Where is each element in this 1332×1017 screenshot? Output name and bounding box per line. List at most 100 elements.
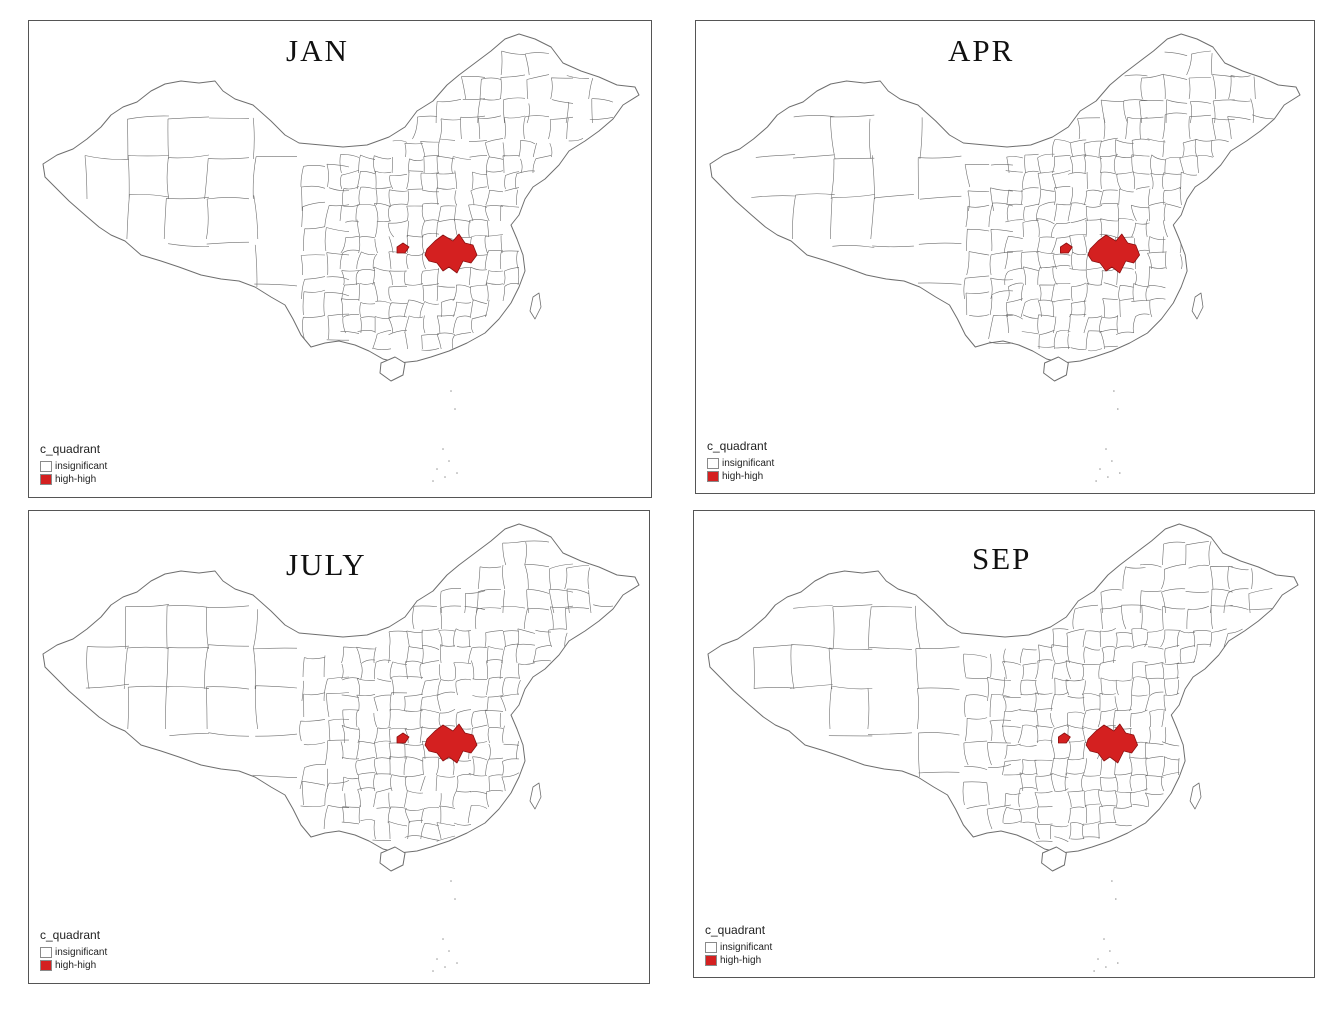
south-sea-islands [1093,880,1119,972]
high-high-cluster [424,723,478,764]
island-dot [432,480,434,482]
island-dot [1111,460,1113,462]
island-dot [1115,898,1117,900]
island-dot [456,472,458,474]
admin-boundaries [84,50,614,351]
legend-swatch-insignificant [40,461,52,472]
boundary-lines [84,50,614,351]
boundary-lines [753,541,1273,842]
legend-label: high-high [55,960,97,971]
legend-item-insignificant: insignificant [705,941,772,954]
map-legend: c_quadrant insignificant high-high [707,439,774,483]
island-dot [1113,390,1115,392]
high-high-cluster [1085,723,1138,764]
island-dot [1111,880,1113,882]
south-sea-islands [432,390,458,482]
legend-label: high-high [722,471,764,482]
south-sea-islands [432,880,458,972]
legend-item-high-high: high-high [705,954,772,967]
legend-item-insignificant: insignificant [40,460,107,473]
legend-title: c_quadrant [40,442,101,456]
panel-title: JULY [286,547,367,582]
map-panel-sep: SEP c_quadrant insignificant high-high [693,510,1315,978]
island-dot [444,476,446,478]
admin-boundaries [85,540,614,842]
island-dot [432,970,434,972]
legend-label: insignificant [722,458,775,469]
island-dot [456,962,458,964]
legend-label: high-high [720,955,762,966]
hainan-island [1041,846,1067,872]
admin-boundaries [753,541,1273,842]
panel-title: SEP [972,541,1032,576]
map-legend: c_quadrant insignificant high-high [40,442,107,486]
legend-label: high-high [55,474,97,485]
admin-boundaries [751,50,1275,352]
china-map [42,33,640,482]
legend-item-high-high: high-high [707,470,774,483]
island-dot [1117,408,1119,410]
map-panel-july: JULY c_quadrant insignificant high-high [28,510,650,984]
map-legend: c_quadrant insignificant high-high [705,923,772,967]
island-dot [1109,950,1111,952]
legend-swatch-high-high [40,960,52,971]
island-dot [448,950,450,952]
legend-item-insignificant: insignificant [40,946,107,959]
high-high-cluster [424,233,478,274]
high-high-cluster-small [1060,242,1073,254]
china-map [709,33,1301,482]
legend-label: insignificant [720,942,773,953]
hainan-island [379,846,406,872]
island-dot [1105,966,1107,968]
south-sea-islands [1095,390,1121,482]
map-panel-apr: APR c_quadrant insignificant high-high [695,20,1315,494]
panel-title: JAN [286,33,349,68]
legend-swatch-high-high [705,955,717,966]
country-outline [42,33,640,364]
high-high-cluster-small [396,732,410,744]
legend-title: c_quadrant [40,928,101,942]
china-map [707,523,1299,972]
legend-title: c_quadrant [707,439,768,453]
island-dot [454,408,456,410]
legend-item-high-high: high-high [40,959,107,972]
boundary-lines [751,50,1275,352]
island-dot [1105,448,1107,450]
island-dot [450,390,452,392]
hainan-island [379,356,406,382]
taiwan-island [529,782,542,810]
taiwan-island [1191,292,1204,320]
island-dot [1117,962,1119,964]
island-dot [442,938,444,940]
island-dot [1119,472,1121,474]
map-legend: c_quadrant insignificant high-high [40,928,107,972]
island-dot [1093,970,1095,972]
island-dot [454,898,456,900]
legend-swatch-insignificant [705,942,717,953]
island-dot [444,966,446,968]
island-dot [442,448,444,450]
china-map [42,523,640,972]
legend-swatch-insignificant [707,458,719,469]
map-panel-jan: JAN c_quadrant insignificant high-high [28,20,652,498]
panel-title: APR [948,33,1015,68]
boundary-lines [85,540,614,842]
island-dot [1099,468,1101,470]
country-outline [42,523,640,854]
high-high-cluster-small [396,242,410,254]
island-dot [1097,958,1099,960]
taiwan-island [529,292,542,320]
island-dot [450,880,452,882]
island-dot [1095,480,1097,482]
hainan-island [1043,356,1069,382]
island-dot [1103,938,1105,940]
country-outline [709,33,1301,364]
legend-item-insignificant: insignificant [707,457,774,470]
island-dot [436,468,438,470]
island-dot [448,460,450,462]
high-high-cluster [1087,233,1140,274]
island-dot [436,958,438,960]
legend-item-high-high: high-high [40,473,107,486]
country-outline [707,523,1299,854]
legend-title: c_quadrant [705,923,766,937]
